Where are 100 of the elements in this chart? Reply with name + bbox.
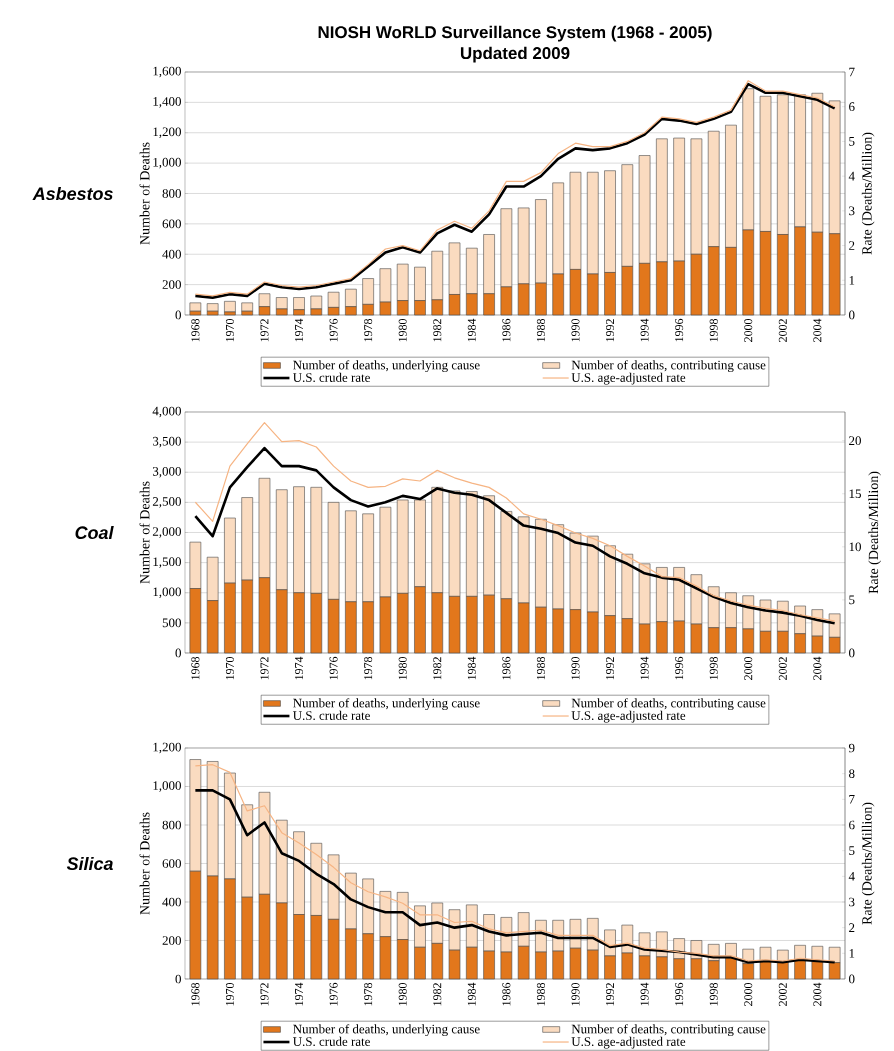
legend-label: Number of deaths, underlying cause xyxy=(293,698,480,711)
y-tick-label: 2,000 xyxy=(152,527,181,538)
y2-tick-label: 9 xyxy=(848,743,855,753)
bar xyxy=(241,302,253,312)
x-tick-label: 1980 xyxy=(398,656,407,680)
bar xyxy=(811,961,824,980)
y-tick-label: 600 xyxy=(162,219,181,229)
y2-tick-label: 6 xyxy=(849,102,855,112)
text: Asbestos xyxy=(32,186,113,201)
x-tick-label: 1994 xyxy=(640,318,649,342)
bar xyxy=(777,961,789,980)
y2-tick-label: 3 xyxy=(849,897,855,907)
x-tick-label: 1976 xyxy=(329,318,338,342)
x-tick-label: 2002 xyxy=(778,983,787,1006)
y-tick-label: 0 xyxy=(175,310,181,320)
y2-tick-label: 2 xyxy=(849,241,855,250)
y-tick-label: 3,000 xyxy=(152,466,181,478)
x-tick-label: 1972 xyxy=(260,657,269,680)
y2-tick-label: 15 xyxy=(849,489,861,499)
x-tick-label: 1998 xyxy=(709,982,718,1006)
bar xyxy=(206,303,219,312)
legend-label: Number of deaths, contributing cause xyxy=(571,1024,766,1037)
y2-axis-title: Rate (Deaths/Million) xyxy=(868,471,881,594)
y-tick-label: 500 xyxy=(162,618,181,628)
x-tick-label: 1976 xyxy=(329,982,338,1006)
y2-axis-title: Rate (Deaths/Million) xyxy=(861,802,875,925)
x-tick-label: 1974 xyxy=(295,982,304,1006)
y-tick-label: 0 xyxy=(175,648,181,658)
y-tick-label: 1,000 xyxy=(153,781,181,792)
x-tick-label: 1968 xyxy=(191,982,200,1006)
x-tick-label: 1986 xyxy=(502,982,511,1006)
y-tick-label: 1,600 xyxy=(153,66,181,78)
x-tick-label: 1968 xyxy=(191,318,200,342)
x-tick-label: 2000 xyxy=(744,318,753,342)
y2-axis-title: Rate (Deaths/Million) xyxy=(861,132,875,255)
x-tick-label: 1970 xyxy=(225,318,234,342)
y2-tick-label: 8 xyxy=(849,769,855,779)
y-tick-label: 200 xyxy=(162,280,181,289)
legend-label: U.S. crude rate xyxy=(292,372,370,382)
y2-tick-label: 6 xyxy=(849,820,855,830)
bar xyxy=(224,301,236,313)
x-tick-label: 1974 xyxy=(295,318,304,342)
legend-label: U.S. crude rate xyxy=(292,710,370,720)
x-tick-label: 1972 xyxy=(260,319,269,342)
y2-tick-label: 1 xyxy=(849,949,855,958)
x-tick-label: 2002 xyxy=(778,657,787,680)
y-axis-title: Number of Deaths xyxy=(139,481,150,584)
y2-tick-label: 10 xyxy=(849,542,861,552)
x-tick-label: 1974 xyxy=(295,656,304,680)
bar xyxy=(725,957,737,980)
legend-label: Number of deaths, underlying cause xyxy=(293,360,480,373)
x-tick-label: 1992 xyxy=(606,319,615,342)
y-tick-label: 1,400 xyxy=(153,97,181,108)
y-tick-label: 600 xyxy=(162,859,181,868)
x-tick-label: 1970 xyxy=(225,982,234,1006)
x-tick-label: 2004 xyxy=(813,318,822,342)
x-tick-label: 2000 xyxy=(744,656,753,680)
y2-tick-label: 1 xyxy=(849,276,855,285)
y-tick-label: 1,000 xyxy=(153,587,181,599)
y2-tick-label: 3 xyxy=(849,206,855,216)
y2-tick-label: 0 xyxy=(849,648,855,658)
y-tick-label: 3,500 xyxy=(152,436,181,448)
y-tick-label: 200 xyxy=(162,936,181,945)
x-tick-label: 1990 xyxy=(571,318,580,342)
x-tick-label: 1982 xyxy=(433,319,442,342)
bar xyxy=(759,960,772,980)
x-tick-label: 1986 xyxy=(502,656,511,680)
x-tick-label: 1984 xyxy=(467,656,476,680)
x-tick-label: 1982 xyxy=(433,983,442,1006)
x-tick-label: 1988 xyxy=(536,982,545,1006)
x-tick-label: 2004 xyxy=(813,982,822,1006)
x-tick-label: 1988 xyxy=(536,656,545,680)
legend-label: U.S. crude rate xyxy=(293,1036,370,1046)
legend-label: Number of deaths, contributing cause xyxy=(571,360,766,373)
x-tick-label: 1986 xyxy=(502,318,511,342)
y-tick-label: 4,000 xyxy=(152,406,181,418)
x-tick-label: 1976 xyxy=(329,656,338,680)
y2-tick-label: 7 xyxy=(849,795,855,804)
x-tick-label: 1978 xyxy=(364,318,373,342)
legend-label: U.S. age-adjusted rate xyxy=(571,710,686,723)
text: Silica xyxy=(66,856,113,871)
text: Coal xyxy=(75,525,114,540)
x-tick-label: 1968 xyxy=(191,656,200,680)
y-axis-title: Number of Deaths xyxy=(139,812,150,915)
x-tick-label: 1998 xyxy=(709,318,718,342)
chart-title: NIOSH WoRLD Surveillance System (1968 - 2005) xyxy=(318,25,712,42)
x-tick-label: 2004 xyxy=(813,656,822,680)
x-tick-label: 2002 xyxy=(778,319,787,342)
x-tick-label: 1996 xyxy=(675,982,684,1006)
chart-subtitle: Updated 2009 xyxy=(460,46,570,63)
x-tick-label: 1970 xyxy=(225,656,234,680)
legend-label: U.S. age-adjusted rate xyxy=(571,1036,686,1049)
x-tick-label: 1972 xyxy=(260,983,269,1006)
y-axis-title: Number of Deaths xyxy=(139,142,150,245)
y-tick-label: 1,200 xyxy=(153,127,181,139)
legend-label: Number of deaths, contributing cause xyxy=(571,698,766,711)
y-tick-label: 800 xyxy=(162,189,181,198)
bar xyxy=(794,959,806,980)
y2-tick-label: 0 xyxy=(849,310,855,320)
x-tick-label: 1996 xyxy=(675,318,684,342)
